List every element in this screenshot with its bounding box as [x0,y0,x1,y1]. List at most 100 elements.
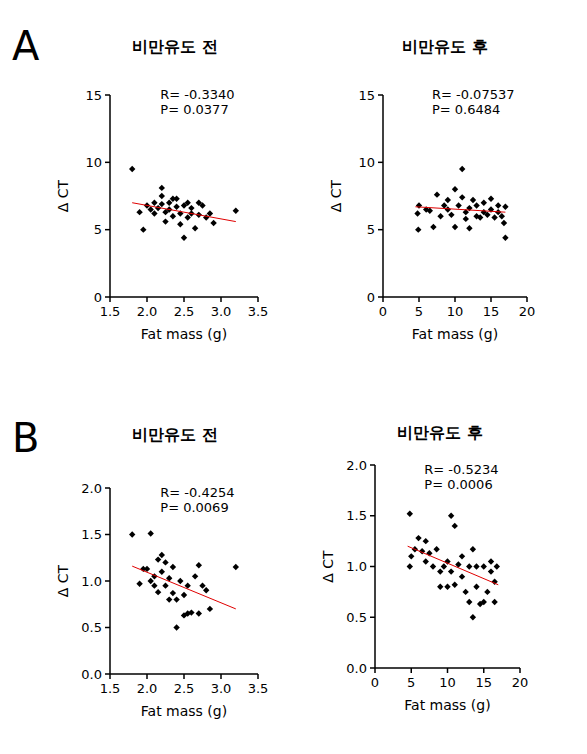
subplot: B비만유도 전Fat mass (g)Δ CT1.52.02.53.03.50.… [12,415,268,719]
x-tick-label: 1.5 [100,681,121,696]
y-axis [382,95,384,297]
x-label: Fat mass (g) [412,326,498,342]
point [173,204,179,210]
x-tick-label: 5 [415,304,423,319]
y-label: Δ CT [328,179,344,212]
point [129,531,135,537]
y-tick [378,229,383,231]
point [501,220,507,226]
y-tick-label: 0.5 [81,620,102,635]
x-tick-label: 15 [475,675,492,690]
figure: A비만유도 전Fat mass (g)Δ CT1.52.02.53.03.505… [0,0,587,754]
annotation: P= 0.6484 [432,102,500,117]
point [196,610,202,616]
point [502,235,508,241]
point [162,559,168,565]
point [192,225,198,231]
annotation: P= 0.0377 [160,102,228,117]
point [185,214,191,220]
point [459,573,465,579]
x-tick-label: 10 [447,304,464,319]
point [459,194,465,200]
point [408,553,414,559]
point [173,596,179,602]
x-tick [490,297,492,302]
point [488,568,494,574]
title: 비만유도 전 [132,37,218,56]
point [233,564,239,570]
point [159,201,165,207]
point [148,530,154,536]
point [170,213,176,219]
point [166,596,172,602]
point [170,590,176,596]
point [416,202,422,208]
point [473,563,479,569]
point [129,166,135,172]
title: 비만유도 후 [402,37,488,56]
x-tick-label: 2.5 [174,681,195,696]
point [430,563,436,569]
point [452,523,458,529]
point [452,582,458,588]
y-tick-label: 10 [358,155,375,170]
x-tick-label: 3.5 [248,681,269,696]
point [430,224,436,230]
point [459,166,465,172]
y-tick-label: 0.5 [346,610,367,625]
y-tick [378,94,383,96]
point [207,606,213,612]
y-tick-label: 1.0 [81,574,102,589]
y-tick-label: 5 [367,222,375,237]
point [470,546,476,552]
x-tick [220,297,222,302]
plot-area [129,166,239,241]
point [140,226,146,232]
y-tick-label: 10 [85,155,102,170]
y-tick [105,673,110,675]
point [151,210,157,216]
y-tick [370,515,375,517]
y-tick-label: 2.0 [81,481,102,496]
y-tick [105,627,110,629]
point [166,200,172,206]
x-label: Fat mass (g) [404,697,490,713]
y-tick [370,464,375,466]
point [151,200,157,206]
point [177,221,183,227]
fit-line [132,566,236,609]
point [159,185,165,191]
point [233,208,239,214]
point [136,209,142,215]
y-tick [378,296,383,298]
point [488,195,494,201]
x-tick-label: 20 [512,675,529,690]
x-tick [519,668,521,673]
y-tick [105,487,110,489]
point [437,568,443,574]
point [407,563,413,569]
fit-line [415,207,505,212]
x-label: Fat mass (g) [141,703,227,719]
point [433,546,439,552]
subplot: 비만유도 후Fat mass (g)Δ CT05101520051015R= -… [328,37,535,342]
x-tick [257,297,259,302]
y-label: Δ CT [55,564,71,597]
y-tick-label: 15 [358,88,375,103]
point [196,562,202,568]
point [466,563,472,569]
x-tick-label: 3.0 [211,681,232,696]
y-tick [105,229,110,231]
fit-line [132,203,236,222]
point [499,213,505,219]
point [455,202,461,208]
point [427,208,433,214]
point [441,563,447,569]
point [452,224,458,230]
point [484,589,490,595]
x-tick [146,297,148,302]
y-label: Δ CT [55,179,71,212]
x-tick [146,674,148,679]
point [452,186,458,192]
y-tick [378,162,383,164]
